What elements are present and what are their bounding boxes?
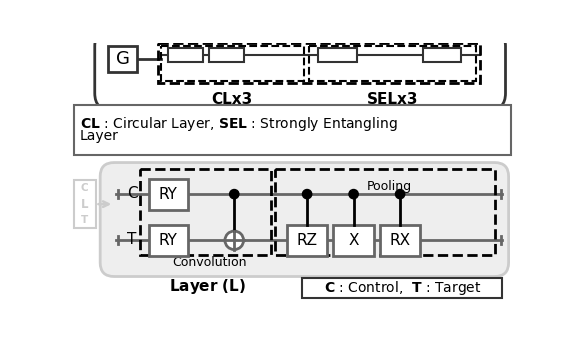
Circle shape xyxy=(395,189,405,199)
Text: RY: RY xyxy=(159,186,178,202)
Bar xyxy=(108,45,137,72)
Bar xyxy=(168,48,203,62)
Text: Layer: Layer xyxy=(80,130,119,143)
FancyBboxPatch shape xyxy=(95,29,506,110)
Bar xyxy=(149,225,188,256)
Text: T: T xyxy=(128,232,137,247)
Text: $\mathbf{CL}$ : Circular Layer, $\mathbf{SEL}$ : Strongly Entangling: $\mathbf{CL}$ : Circular Layer, $\mathbf… xyxy=(80,115,398,133)
Text: C: C xyxy=(128,186,138,201)
Text: X: X xyxy=(348,233,359,248)
Bar xyxy=(380,225,420,256)
Bar xyxy=(158,43,480,83)
Bar xyxy=(318,48,357,62)
Bar xyxy=(303,278,502,298)
Bar xyxy=(140,169,272,255)
Bar xyxy=(74,105,511,155)
Circle shape xyxy=(229,189,239,199)
Bar xyxy=(309,45,476,81)
Bar xyxy=(333,225,374,256)
Circle shape xyxy=(225,231,244,249)
Text: Convolution: Convolution xyxy=(172,256,247,270)
Circle shape xyxy=(349,189,358,199)
Bar xyxy=(161,45,304,81)
Text: RX: RX xyxy=(390,233,411,248)
Bar xyxy=(423,48,462,62)
Text: $\mathbf{C}$ : Control,  $\mathbf{T}$ : Target: $\mathbf{C}$ : Control, $\mathbf{T}$ : T… xyxy=(324,279,481,297)
Text: C: C xyxy=(81,183,89,193)
Bar xyxy=(275,169,495,255)
Text: G: G xyxy=(116,50,130,68)
Text: SELx3: SELx3 xyxy=(367,92,418,107)
Bar xyxy=(74,180,96,228)
Text: CLx3: CLx3 xyxy=(211,92,253,107)
Text: Pooling: Pooling xyxy=(366,180,411,193)
Text: RZ: RZ xyxy=(297,233,317,248)
FancyBboxPatch shape xyxy=(100,163,509,276)
Bar xyxy=(287,225,327,256)
Bar xyxy=(209,48,244,62)
Bar xyxy=(149,179,188,210)
Text: RY: RY xyxy=(159,233,178,248)
Circle shape xyxy=(303,189,312,199)
Text: T: T xyxy=(81,215,88,225)
Text: $\mathbf{Layer\ (L)}$: $\mathbf{Layer\ (L)}$ xyxy=(169,277,245,296)
Text: L: L xyxy=(81,198,89,211)
